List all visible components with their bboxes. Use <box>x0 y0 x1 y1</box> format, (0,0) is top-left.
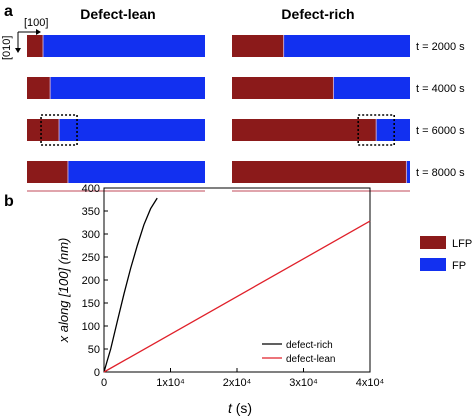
lfp-region-rich <box>232 119 377 141</box>
fp-region-lean <box>27 35 205 57</box>
legend-label-defect-lean: defect-lean <box>286 354 335 365</box>
legend-swatch-fp <box>420 258 446 271</box>
y-tick-label: 400 <box>82 183 100 195</box>
y-tick-label: 150 <box>82 298 100 310</box>
legend-label-defect-rich: defect-rich <box>286 340 333 351</box>
y-tick-label: 200 <box>82 275 100 287</box>
column-title-defect-rich: Defect-rich <box>281 6 354 22</box>
direction-100-label: [100] <box>24 17 48 29</box>
series-line-defect-lean <box>103 220 371 373</box>
interface-highlight-box <box>40 114 78 146</box>
time-label: t = 6000 s <box>416 125 465 137</box>
x-tick-label: 1x10⁴ <box>156 377 185 389</box>
panel-a-label: a <box>4 3 13 20</box>
time-label: t = 8000 s <box>416 167 465 179</box>
fp-region-lean <box>27 161 205 183</box>
x-axis-unit: (s) <box>236 400 252 416</box>
lfp-region-lean <box>27 161 68 183</box>
interface-highlight-box <box>357 114 395 146</box>
fp-region-lean <box>27 77 205 99</box>
lfp-region-rich <box>232 161 407 183</box>
direction-arrows <box>15 29 41 53</box>
x-axis-label: t (s) <box>228 400 252 416</box>
y-tick-label: 250 <box>82 252 100 264</box>
x-tick-label: 3x10⁴ <box>289 377 318 389</box>
y-axis-label: x along [100] (nm) <box>56 238 71 344</box>
x-axis-variable: t <box>228 400 233 416</box>
y-tick-label: 350 <box>82 206 100 218</box>
legend-label-fp: FP <box>452 260 466 272</box>
column-title-defect-lean: Defect-lean <box>80 6 155 22</box>
y-tick-label: 300 <box>82 229 100 241</box>
lfp-region-lean <box>27 119 60 141</box>
lfp-region-lean <box>27 35 44 57</box>
y-tick-label: 100 <box>82 321 100 333</box>
series-line-defect-rich <box>103 197 158 373</box>
lfp-region-rich <box>232 35 284 57</box>
x-tick-label: 4x10⁴ <box>356 377 385 389</box>
time-label: t = 4000 s <box>416 83 465 95</box>
lfp-region-lean <box>27 77 51 99</box>
time-label: t = 2000 s <box>416 41 465 53</box>
fp-region-lean <box>27 119 205 141</box>
lfp-region-rich <box>232 77 334 99</box>
line-chart: 0 50 100 150 200 250 300 350 400 0 1x10⁴ 2x10⁴ 3x10⁴… <box>82 183 385 389</box>
panel-b-label: b <box>4 193 14 210</box>
y-tick-label: 50 <box>88 344 100 356</box>
direction-010-label: [010] <box>1 36 13 60</box>
phase-stripes: t = 2000 s t = 4000 s t = 6000 s t = 8000 s <box>27 35 465 183</box>
legend-swatch-lfp <box>420 236 446 249</box>
legend-label-lfp: LFP <box>452 238 472 250</box>
x-tick-label: 0 <box>101 377 107 389</box>
x-tick-label: 2x10⁴ <box>223 377 252 389</box>
y-tick-label: 0 <box>94 367 100 379</box>
